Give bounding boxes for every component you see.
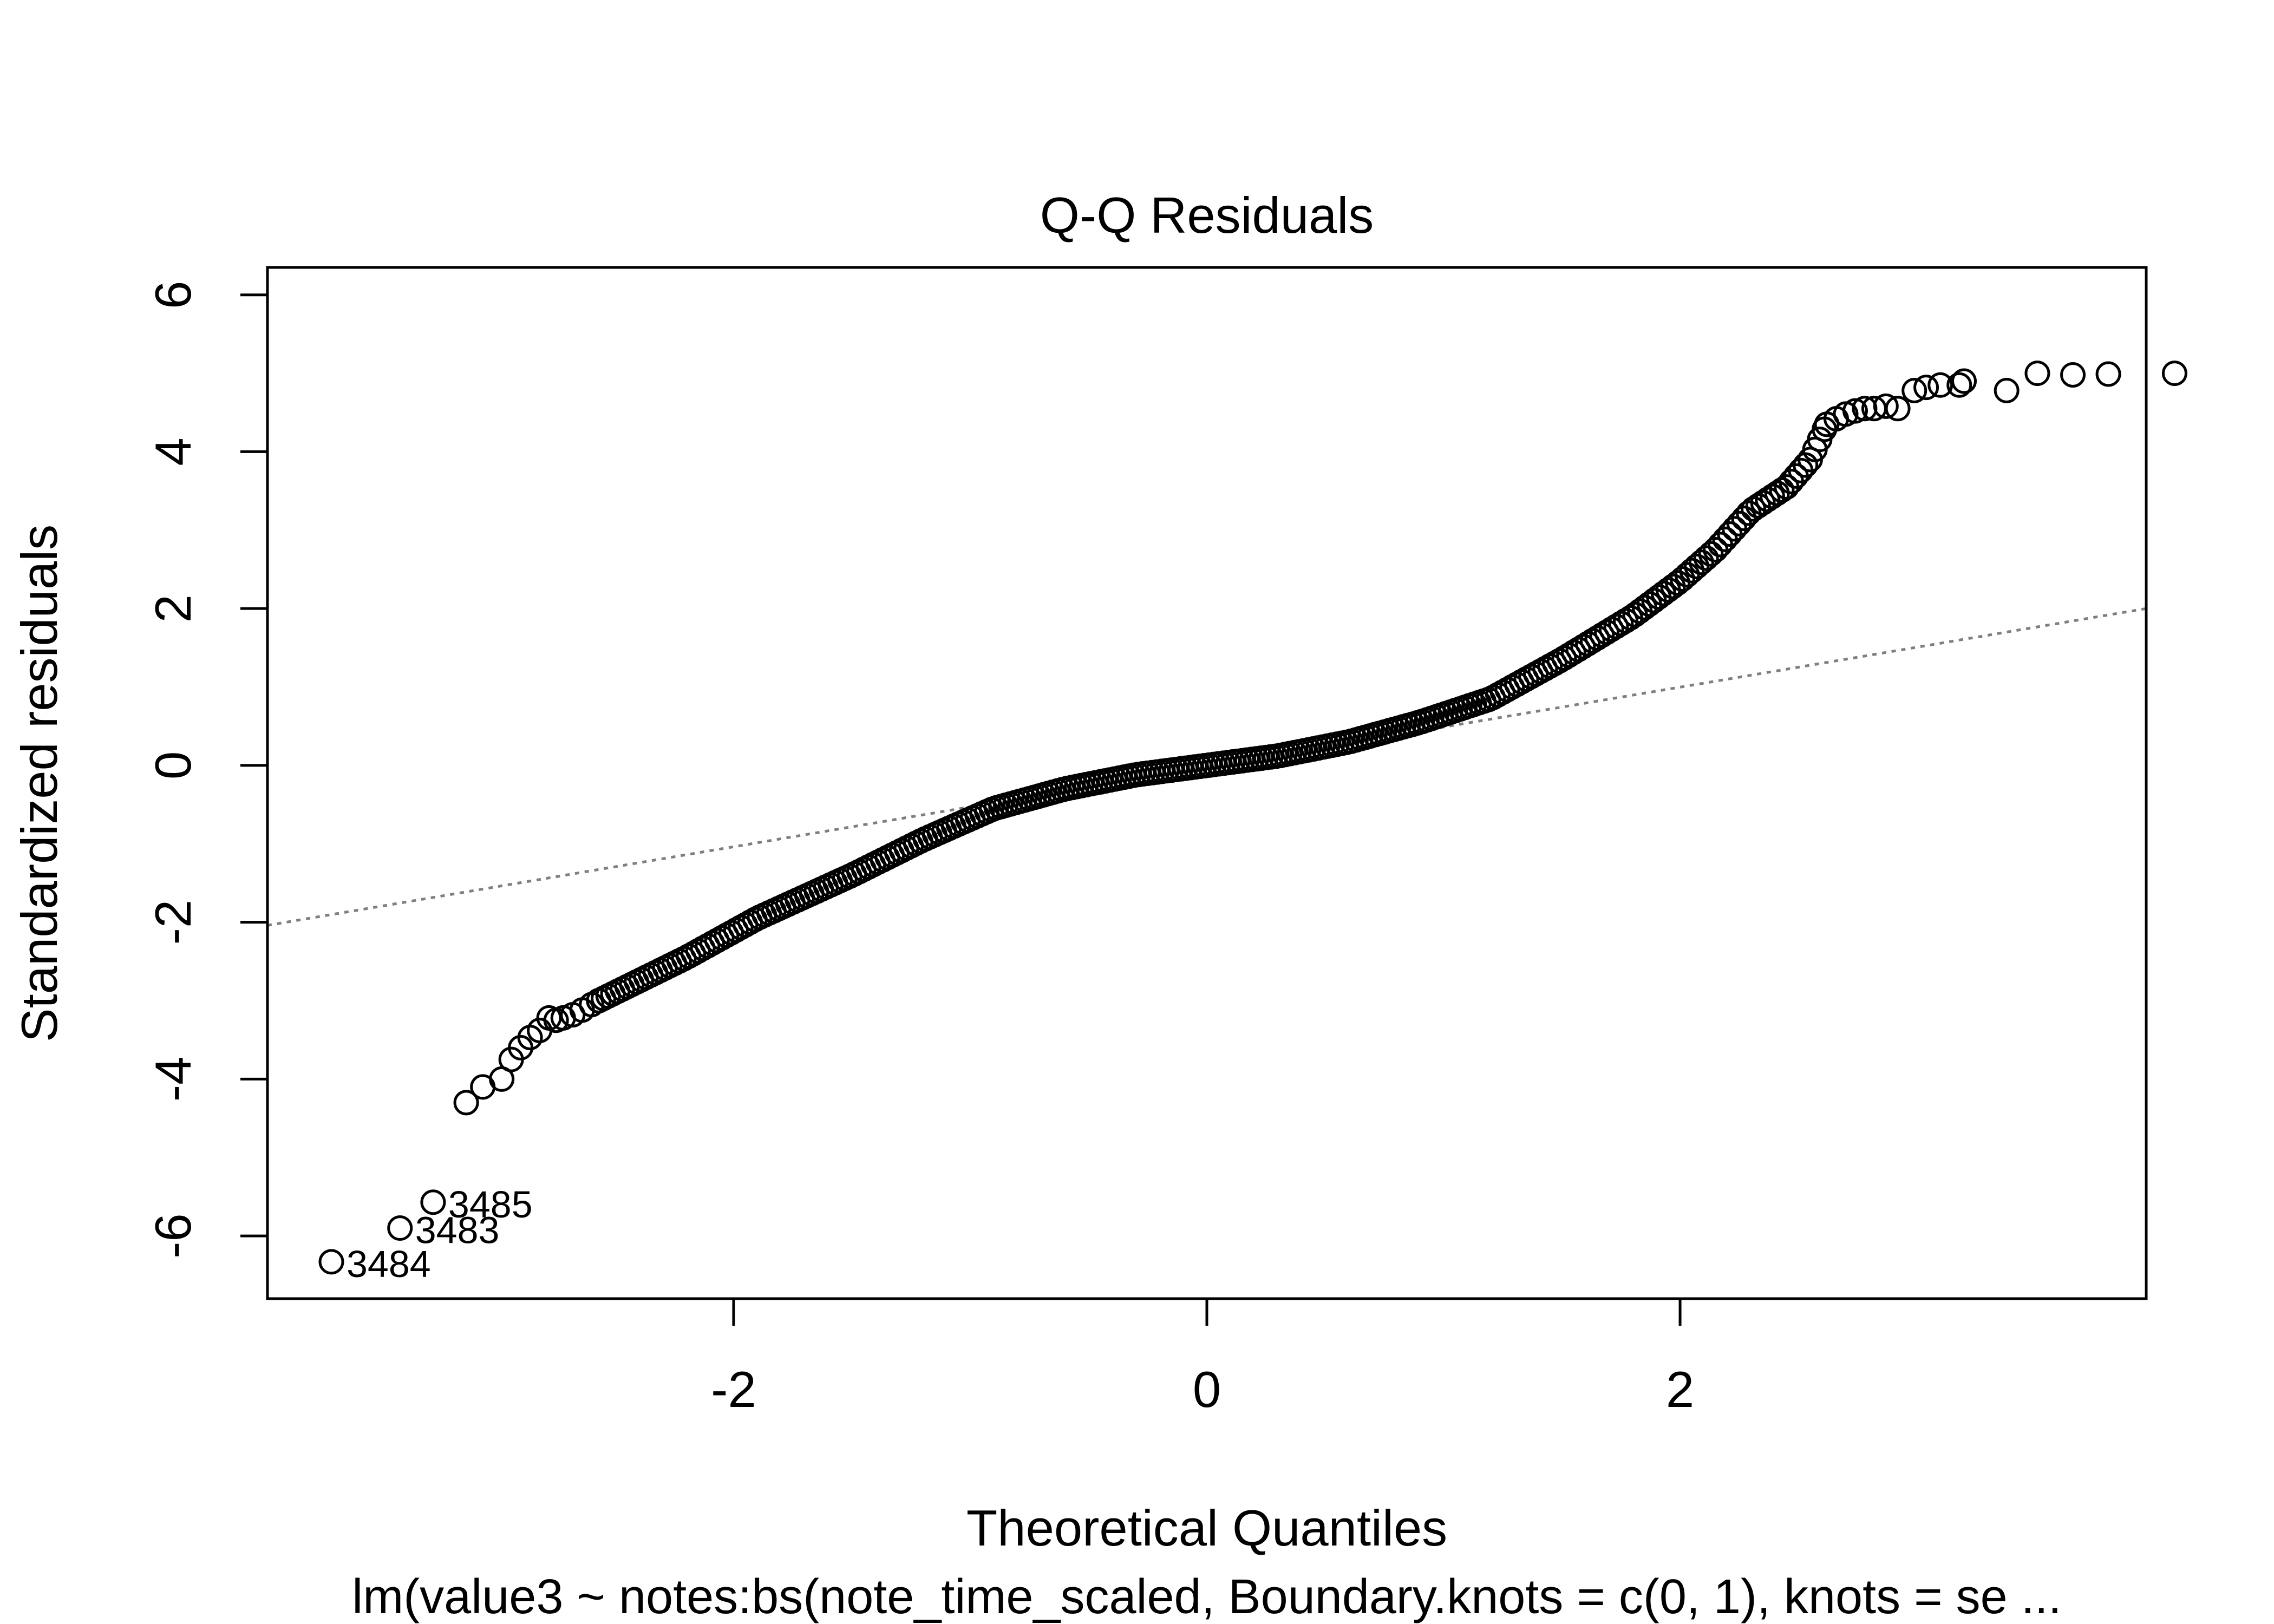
qq-point xyxy=(1731,506,1757,532)
x-axis-label: Theoretical Quantiles xyxy=(966,1499,1447,1556)
points-layer xyxy=(318,361,2187,1275)
qq-point xyxy=(453,1090,479,1116)
qq-point xyxy=(1901,377,1927,403)
qq-point xyxy=(1814,411,1840,437)
qq-point xyxy=(2024,361,2050,387)
qq-point xyxy=(586,988,612,1014)
y-axis: -6 -4 -2 0 2 4 6 xyxy=(145,281,269,1259)
y-tick-label: -6 xyxy=(145,1213,201,1259)
chart-subtitle: lm(value3 ~ notes:bs(note_time_scaled, B… xyxy=(352,1570,2061,1624)
qq-point-outlier xyxy=(318,1249,344,1275)
qq-point xyxy=(1688,549,1714,575)
qq-point xyxy=(1679,558,1705,584)
y-tick-label: 4 xyxy=(145,437,201,466)
x-tick-label: 2 xyxy=(1666,1361,1694,1418)
qq-point xyxy=(1994,377,2020,403)
outlier-label: 3485 xyxy=(448,1183,533,1226)
qq-point-outlier xyxy=(387,1215,413,1241)
qq-point xyxy=(1698,541,1724,567)
y-tick-label: 0 xyxy=(145,751,201,780)
qq-point xyxy=(1951,368,1977,394)
y-tick-label: 2 xyxy=(145,594,201,623)
qq-point xyxy=(2161,361,2187,387)
qq-point-outlier xyxy=(420,1189,446,1215)
outlier-label: 3483 xyxy=(415,1209,500,1252)
qq-point xyxy=(1852,396,1878,422)
y-tick-label: 6 xyxy=(145,281,201,309)
qq-point xyxy=(1861,396,1887,422)
y-tick-label: -4 xyxy=(145,1057,201,1102)
x-axis: -2 0 2 xyxy=(711,1297,1694,1418)
qq-point xyxy=(1684,553,1710,579)
x-tick-label: 0 xyxy=(1193,1361,1221,1418)
qq-point xyxy=(1927,372,1953,398)
qq-point xyxy=(2095,361,2121,387)
qq-point xyxy=(1913,375,1939,401)
y-axis-label: Standardized residuals xyxy=(11,525,68,1042)
y-tick-label: -2 xyxy=(145,900,201,945)
qq-point xyxy=(2060,362,2086,388)
qq-point xyxy=(1769,477,1795,503)
qq-point xyxy=(1669,566,1695,592)
x-tick-label: -2 xyxy=(711,1361,756,1418)
chart-title: Q-Q Residuals xyxy=(1040,187,1374,244)
qq-point xyxy=(1674,562,1700,588)
outlier-label: 3484 xyxy=(347,1243,431,1285)
qq-point xyxy=(1946,372,1972,398)
qq-point xyxy=(1693,545,1719,571)
